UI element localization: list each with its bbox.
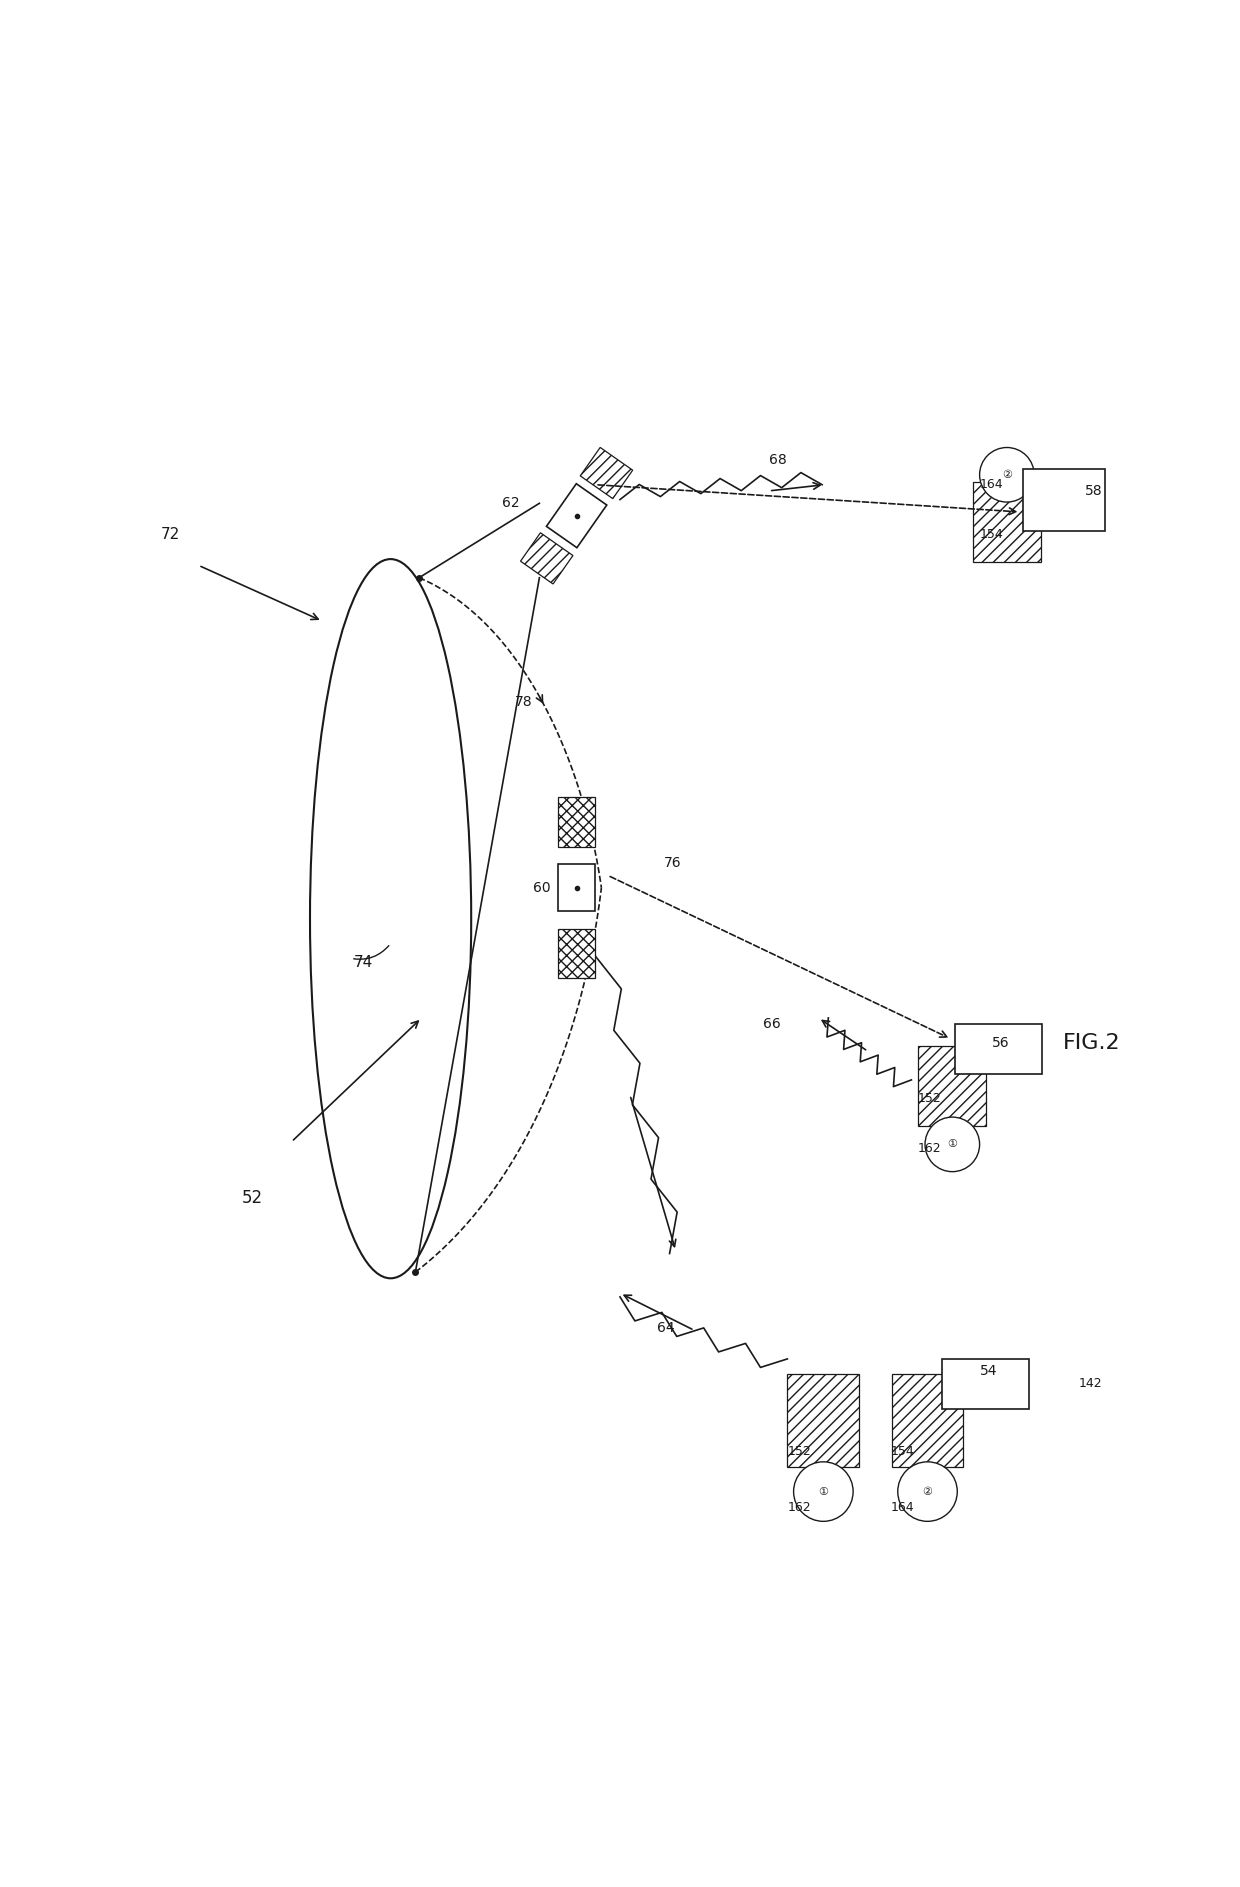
Ellipse shape xyxy=(310,559,471,1277)
Text: FIG.2: FIG.2 xyxy=(1063,1032,1120,1053)
Text: 76: 76 xyxy=(663,857,681,870)
Text: 56: 56 xyxy=(992,1036,1009,1049)
Text: ①: ① xyxy=(947,1140,957,1149)
Text: 152: 152 xyxy=(787,1445,811,1459)
Bar xyxy=(558,864,595,911)
Text: ②: ② xyxy=(1002,470,1012,479)
Bar xyxy=(1023,468,1105,530)
Bar xyxy=(973,481,1042,562)
Text: 74: 74 xyxy=(353,955,373,970)
Text: 154: 154 xyxy=(980,528,1003,542)
Bar xyxy=(580,447,632,498)
Bar xyxy=(892,1374,963,1468)
Text: 58: 58 xyxy=(1085,483,1102,498)
Text: 66: 66 xyxy=(763,1017,780,1030)
Bar xyxy=(787,1374,859,1468)
Text: 68: 68 xyxy=(769,453,786,466)
Bar xyxy=(942,1359,1029,1408)
Text: 152: 152 xyxy=(918,1093,941,1106)
Bar xyxy=(558,928,595,977)
Text: 162: 162 xyxy=(787,1502,811,1513)
Circle shape xyxy=(980,447,1034,502)
Bar xyxy=(955,1025,1042,1074)
Text: 64: 64 xyxy=(657,1321,675,1334)
Circle shape xyxy=(794,1462,853,1521)
Bar xyxy=(547,483,606,547)
Text: 142: 142 xyxy=(1079,1378,1102,1391)
Text: 78: 78 xyxy=(515,694,532,710)
Text: 72: 72 xyxy=(161,526,181,542)
Text: 164: 164 xyxy=(890,1502,914,1513)
Text: 60: 60 xyxy=(533,881,551,894)
Text: 154: 154 xyxy=(890,1445,914,1459)
Circle shape xyxy=(925,1117,980,1172)
Text: 54: 54 xyxy=(980,1364,997,1378)
Circle shape xyxy=(898,1462,957,1521)
Bar xyxy=(521,532,573,583)
Text: 164: 164 xyxy=(980,477,1003,491)
Bar xyxy=(558,796,595,847)
Text: 162: 162 xyxy=(918,1142,941,1155)
Text: 52: 52 xyxy=(242,1189,263,1206)
Text: ②: ② xyxy=(923,1487,932,1496)
Bar xyxy=(918,1045,987,1127)
Text: ①: ① xyxy=(818,1487,828,1496)
Text: 62: 62 xyxy=(502,496,520,509)
